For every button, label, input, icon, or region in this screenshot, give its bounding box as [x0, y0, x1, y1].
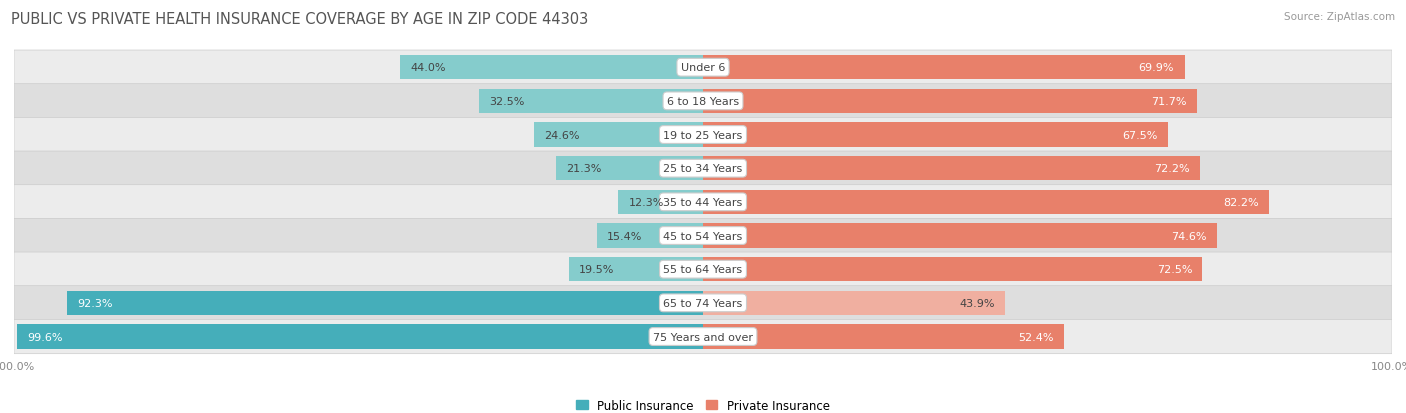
- Bar: [703, 291, 1005, 315]
- Bar: [598, 224, 703, 248]
- Text: 44.0%: 44.0%: [411, 63, 446, 73]
- Bar: [703, 157, 1201, 181]
- Text: 65 to 74 Years: 65 to 74 Years: [664, 298, 742, 308]
- Legend: Public Insurance, Private Insurance: Public Insurance, Private Insurance: [571, 394, 835, 413]
- Text: 12.3%: 12.3%: [628, 197, 664, 207]
- Bar: [703, 325, 1064, 349]
- Text: 75 Years and over: 75 Years and over: [652, 332, 754, 342]
- Bar: [568, 257, 703, 282]
- Text: 72.2%: 72.2%: [1154, 164, 1189, 174]
- Text: 69.9%: 69.9%: [1139, 63, 1174, 73]
- Bar: [557, 157, 703, 181]
- Text: 19.5%: 19.5%: [579, 265, 614, 275]
- Text: 21.3%: 21.3%: [567, 164, 602, 174]
- Bar: [17, 325, 703, 349]
- Text: 43.9%: 43.9%: [960, 298, 995, 308]
- Bar: [703, 123, 1168, 147]
- FancyBboxPatch shape: [14, 51, 1392, 85]
- Text: 92.3%: 92.3%: [77, 298, 112, 308]
- Bar: [533, 123, 703, 147]
- FancyBboxPatch shape: [14, 185, 1392, 219]
- Bar: [399, 56, 703, 80]
- Bar: [67, 291, 703, 315]
- Text: 71.7%: 71.7%: [1152, 97, 1187, 107]
- Bar: [703, 90, 1197, 114]
- Text: 52.4%: 52.4%: [1018, 332, 1053, 342]
- FancyBboxPatch shape: [14, 118, 1392, 152]
- FancyBboxPatch shape: [14, 320, 1392, 354]
- Bar: [703, 224, 1218, 248]
- Text: 99.6%: 99.6%: [27, 332, 63, 342]
- Text: 35 to 44 Years: 35 to 44 Years: [664, 197, 742, 207]
- FancyBboxPatch shape: [14, 85, 1392, 119]
- Text: Source: ZipAtlas.com: Source: ZipAtlas.com: [1284, 12, 1395, 22]
- Bar: [619, 190, 703, 214]
- Text: 74.6%: 74.6%: [1171, 231, 1206, 241]
- Text: 82.2%: 82.2%: [1223, 197, 1258, 207]
- Text: 67.5%: 67.5%: [1122, 130, 1157, 140]
- Text: 32.5%: 32.5%: [489, 97, 524, 107]
- Bar: [703, 257, 1202, 282]
- Text: 6 to 18 Years: 6 to 18 Years: [666, 97, 740, 107]
- FancyBboxPatch shape: [14, 252, 1392, 287]
- Bar: [703, 190, 1270, 214]
- Text: 19 to 25 Years: 19 to 25 Years: [664, 130, 742, 140]
- Text: 25 to 34 Years: 25 to 34 Years: [664, 164, 742, 174]
- Text: Under 6: Under 6: [681, 63, 725, 73]
- Text: 72.5%: 72.5%: [1157, 265, 1192, 275]
- FancyBboxPatch shape: [14, 286, 1392, 320]
- Text: 24.6%: 24.6%: [544, 130, 579, 140]
- Text: 45 to 54 Years: 45 to 54 Years: [664, 231, 742, 241]
- Bar: [479, 90, 703, 114]
- Text: PUBLIC VS PRIVATE HEALTH INSURANCE COVERAGE BY AGE IN ZIP CODE 44303: PUBLIC VS PRIVATE HEALTH INSURANCE COVER…: [11, 12, 589, 27]
- Text: 55 to 64 Years: 55 to 64 Years: [664, 265, 742, 275]
- FancyBboxPatch shape: [14, 219, 1392, 253]
- Bar: [703, 56, 1185, 80]
- FancyBboxPatch shape: [14, 152, 1392, 186]
- Text: 15.4%: 15.4%: [607, 231, 643, 241]
